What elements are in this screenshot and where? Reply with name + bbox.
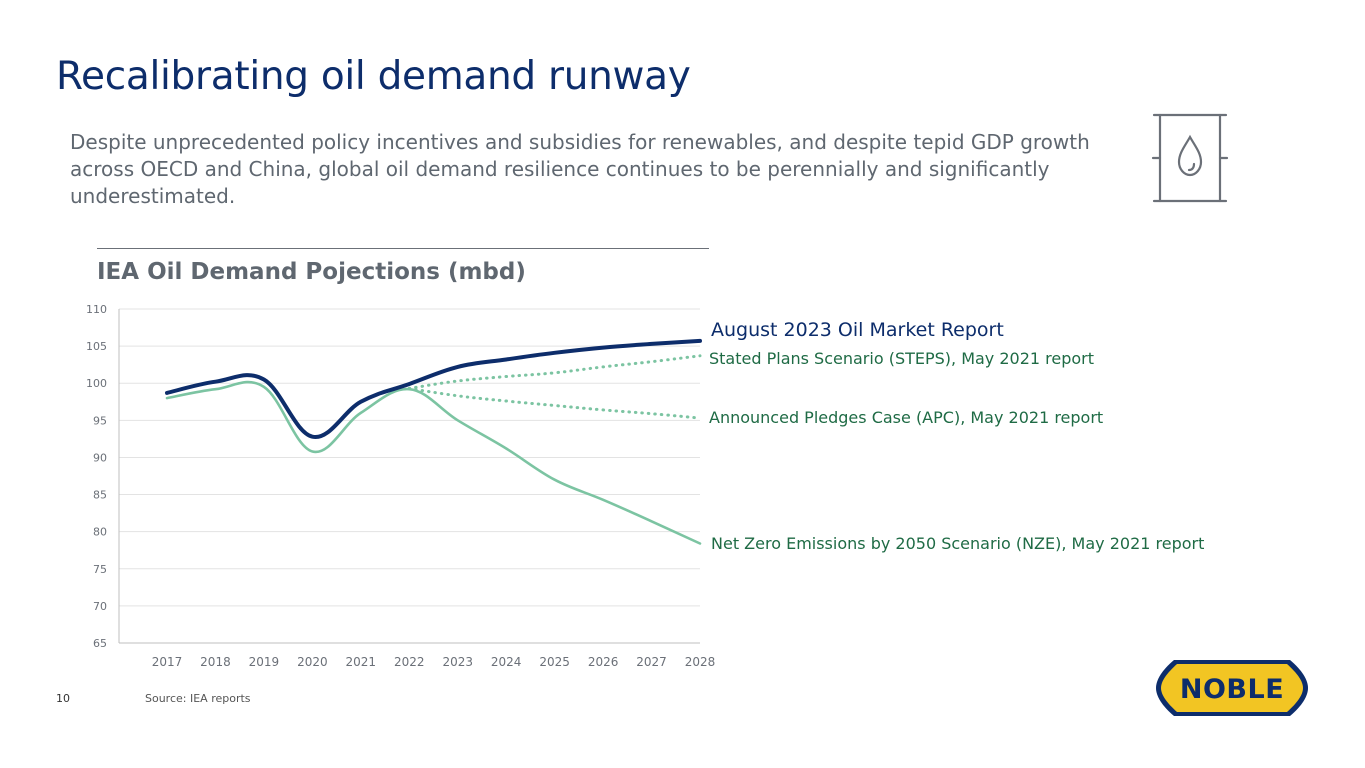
y-tick-label-65: 65 — [93, 637, 107, 650]
y-tick-label-85: 85 — [93, 489, 107, 502]
series-line-aug-2023-omr-point-4 — [359, 400, 362, 403]
x-tick-label-2028: 2028 — [685, 655, 716, 669]
x-tick-label-2022: 2022 — [394, 655, 425, 669]
y-tick-label-110: 110 — [86, 303, 107, 316]
series-line-apc-point-5 — [650, 412, 653, 415]
series-line-nze-point-7 — [505, 447, 508, 450]
x-tick-label-2026: 2026 — [588, 655, 619, 669]
noble-logo-text: NOBLE — [1179, 674, 1285, 705]
series-line-apc-point-0 — [408, 387, 411, 390]
series-line-apc-point-2 — [505, 400, 508, 403]
legend-label-nze: Net Zero Emissions by 2050 Scenario (NZE… — [711, 534, 1204, 553]
x-tick-label-2025: 2025 — [539, 655, 570, 669]
series-line-nze-point-1 — [214, 388, 217, 391]
page-title: Recalibrating oil demand runway — [56, 54, 691, 99]
series-line-aug-2023-omr-point-8 — [553, 351, 556, 354]
legend-label-aug-2023-omr: August 2023 Oil Market Report — [711, 319, 1004, 341]
series-line-aug-2023-omr-point-10 — [650, 342, 653, 345]
y-tick-label-70: 70 — [93, 600, 107, 613]
y-tick-label-75: 75 — [93, 563, 107, 576]
x-tick-label-2018: 2018 — [200, 655, 231, 669]
series-line-nze-point-8 — [553, 478, 556, 481]
chart-title: IEA Oil Demand Pojections (mbd) — [97, 259, 526, 285]
noble-logo — [1156, 660, 1308, 716]
x-tick-label-2024: 2024 — [491, 655, 522, 669]
legend-label-steps: Stated Plans Scenario (STEPS), May 2021 … — [709, 349, 1094, 368]
x-tick-label-2020: 2020 — [297, 655, 328, 669]
source-note: Source: IEA reports — [145, 692, 251, 705]
series-line-nze — [165, 380, 702, 545]
oil-barrel-icon — [1151, 113, 1229, 203]
series-line-aug-2023-omr-point-9 — [602, 346, 605, 349]
x-tick-label-2021: 2021 — [346, 655, 377, 669]
series-line-nze-point-0 — [166, 397, 169, 400]
series-line-steps-point-2 — [505, 375, 508, 378]
y-tick-label-90: 90 — [93, 451, 107, 464]
series-line-aug-2023-omr-point-7 — [505, 358, 508, 361]
series-line-aug-2023-omr — [165, 338, 702, 439]
series-line-apc-point-3 — [553, 404, 556, 407]
x-tick-label-2019: 2019 — [249, 655, 280, 669]
series-line-apc-point-1 — [456, 394, 459, 397]
y-tick-label-100: 100 — [86, 377, 107, 390]
series-line-apc-point-6 — [699, 417, 702, 420]
x-tick-label-2023: 2023 — [442, 655, 473, 669]
chart-title-rule — [97, 248, 709, 249]
series-line-aug-2023-omr-point-6 — [456, 365, 459, 368]
series-line-nze-point-6 — [456, 419, 459, 422]
series-line-nze-point-3 — [311, 450, 314, 453]
series-line-nze-point-11 — [699, 542, 702, 545]
series-line-aug-2023-omr-point-11 — [699, 339, 702, 342]
x-tick-label-2017: 2017 — [152, 655, 183, 669]
series-line-aug-2023-omr-point-5 — [408, 382, 411, 385]
series-line-apc — [407, 386, 702, 420]
series-line-aug-2023-omr-point-1 — [214, 380, 217, 383]
series-line-steps-point-6 — [699, 354, 702, 357]
x-tick-label-2027: 2027 — [636, 655, 667, 669]
series-line-apc-point-4 — [602, 408, 605, 411]
series-line-aug-2023-omr-point-3 — [311, 435, 314, 438]
y-tick-label-80: 80 — [93, 526, 107, 539]
series-line-steps-point-1 — [456, 379, 459, 382]
series-line-nze-point-9 — [602, 498, 605, 501]
page-number: 10 — [56, 692, 70, 705]
series-line-aug-2023-omr-point-0 — [166, 391, 169, 394]
series-line-nze-point-10 — [650, 520, 653, 523]
page-subtitle: Despite unprecedented policy incentives … — [70, 130, 1090, 208]
series-line-nze-point-4 — [359, 411, 362, 414]
y-tick-label-95: 95 — [93, 414, 107, 427]
series-line-steps-point-3 — [553, 371, 556, 374]
series-line-steps-point-5 — [650, 360, 653, 363]
series-line-aug-2023-omr-point-2 — [262, 378, 265, 381]
series-line-steps-point-4 — [602, 365, 605, 368]
legend-label-apc: Announced Pledges Case (APC), May 2021 r… — [709, 408, 1103, 427]
y-tick-label-105: 105 — [86, 340, 107, 353]
series-line-nze-point-2 — [262, 385, 265, 388]
